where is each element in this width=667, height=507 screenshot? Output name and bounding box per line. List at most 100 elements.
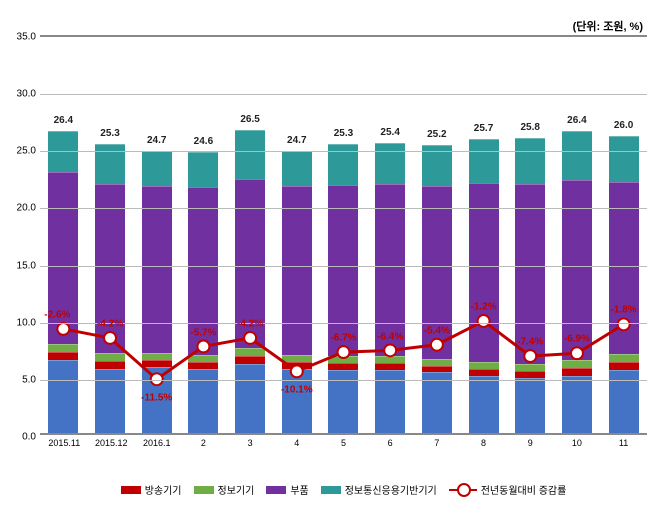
segment-s1 xyxy=(48,352,78,360)
pct-label: -5.4% xyxy=(424,325,450,336)
bar-group: 25.3 xyxy=(95,144,125,433)
segment-s1 xyxy=(142,360,172,367)
segment-s4 xyxy=(235,130,265,179)
segment-s3 xyxy=(282,186,312,355)
segment-s4 xyxy=(282,151,312,186)
bar-group: 26.4 xyxy=(48,131,78,433)
segment-s2 xyxy=(375,356,405,363)
pct-label: -6.9% xyxy=(564,334,590,345)
ytick-label: 30.0 xyxy=(10,89,36,100)
xtick-label: 2015.12 xyxy=(95,438,125,448)
pct-label: -7.4% xyxy=(517,337,543,348)
segment-s2 xyxy=(235,348,265,356)
bar-total-label: 25.2 xyxy=(422,129,452,140)
segment-s4 xyxy=(469,139,499,182)
bar-group: 25.3 xyxy=(328,144,358,433)
bar-group: 26.4 xyxy=(562,131,592,433)
segment-s4 xyxy=(609,136,639,182)
segment-s0 xyxy=(235,364,265,433)
x-axis: 2015.112015.122016.1234567891011 xyxy=(40,438,647,448)
legend-label-s4: 정보통신응용기반기기 xyxy=(345,482,437,497)
segment-s2 xyxy=(282,355,312,362)
xtick-label: 11 xyxy=(609,438,639,448)
xtick-label: 7 xyxy=(422,438,452,448)
ytick-label: 5.0 xyxy=(10,374,36,385)
bar-group: 25.4 xyxy=(375,143,405,433)
pct-label: -4.2% xyxy=(237,319,263,330)
legend-item-s1: 방송기기 xyxy=(121,482,182,497)
bar-total-label: 25.4 xyxy=(375,127,405,138)
segment-s1 xyxy=(235,356,265,364)
segment-s2 xyxy=(142,353,172,360)
gridline xyxy=(40,323,647,324)
segment-s3 xyxy=(328,185,358,356)
bar-group: 25.8 xyxy=(515,138,545,433)
plot-area: 26.425.324.724.626.524.725.325.425.225.7… xyxy=(40,35,647,435)
segment-s0 xyxy=(188,369,218,433)
bar-group: 25.2 xyxy=(422,145,452,433)
segment-s3 xyxy=(142,186,172,353)
legend-label-s1: 방송기기 xyxy=(145,482,182,497)
legend-label-s2: 정보기기 xyxy=(218,482,255,497)
bars-region: 26.425.324.724.626.524.725.325.425.225.7… xyxy=(40,37,647,433)
unit-label: (단위: 조원, %) xyxy=(573,18,643,34)
segment-s4 xyxy=(188,152,218,187)
segment-s4 xyxy=(562,131,592,180)
pct-label: -6.7% xyxy=(330,333,356,344)
segment-s2 xyxy=(469,362,499,369)
segment-s4 xyxy=(515,138,545,184)
segment-s1 xyxy=(375,363,405,370)
pct-label: -1.2% xyxy=(471,301,497,312)
bar-group: 26.5 xyxy=(235,130,265,433)
segment-s1 xyxy=(562,368,592,376)
segment-s0 xyxy=(562,376,592,433)
bar-total-label: 25.3 xyxy=(328,128,358,139)
segment-s4 xyxy=(375,143,405,184)
bar-total-label: 26.5 xyxy=(235,114,265,125)
bar-group: 25.7 xyxy=(469,139,499,433)
segment-s4 xyxy=(95,144,125,184)
segment-s0 xyxy=(95,369,125,433)
legend-swatch-s2 xyxy=(194,486,214,494)
segment-s0 xyxy=(469,376,499,433)
segment-s2 xyxy=(562,360,592,368)
segment-s1 xyxy=(328,363,358,370)
xtick-label: 2016.1 xyxy=(142,438,172,448)
legend-swatch-s3 xyxy=(266,486,286,494)
bar-total-label: 25.8 xyxy=(515,122,545,133)
ytick-label: 10.0 xyxy=(10,317,36,328)
bar-group: 24.6 xyxy=(188,152,218,433)
xtick-label: 4 xyxy=(282,438,312,448)
segment-s2 xyxy=(328,356,358,363)
xtick-label: 2 xyxy=(188,438,218,448)
gridline xyxy=(40,380,647,381)
gridline xyxy=(40,266,647,267)
segment-s1 xyxy=(609,362,639,370)
bar-group: 24.7 xyxy=(142,151,172,433)
xtick-label: 6 xyxy=(375,438,405,448)
legend-swatch-s1 xyxy=(121,486,141,494)
segment-s4 xyxy=(142,151,172,186)
ytick-label: 35.0 xyxy=(10,32,36,43)
ytick-label: 0.0 xyxy=(10,432,36,443)
legend: 방송기기 정보기기 부품 정보통신응용기반기기 전년동월대비 증감률 xyxy=(40,482,647,497)
xtick-label: 8 xyxy=(469,438,499,448)
segment-s1 xyxy=(282,362,312,369)
segment-s2 xyxy=(515,364,545,371)
legend-label-line: 전년동월대비 증감률 xyxy=(481,482,567,497)
segment-s1 xyxy=(469,369,499,376)
segment-s2 xyxy=(422,359,452,366)
xtick-label: 5 xyxy=(328,438,358,448)
bar-group: 26.0 xyxy=(609,136,639,433)
segment-s1 xyxy=(188,362,218,369)
segment-s0 xyxy=(48,360,78,433)
segment-s0 xyxy=(422,372,452,433)
segment-s2 xyxy=(188,355,218,362)
segment-s1 xyxy=(515,371,545,378)
segment-s1 xyxy=(422,366,452,373)
legend-item-s4: 정보통신응용기반기기 xyxy=(321,482,437,497)
legend-line-swatch xyxy=(449,489,477,491)
ytick-label: 25.0 xyxy=(10,146,36,157)
bar-total-label: 26.0 xyxy=(609,120,639,131)
pct-label: -4.2% xyxy=(97,319,123,330)
